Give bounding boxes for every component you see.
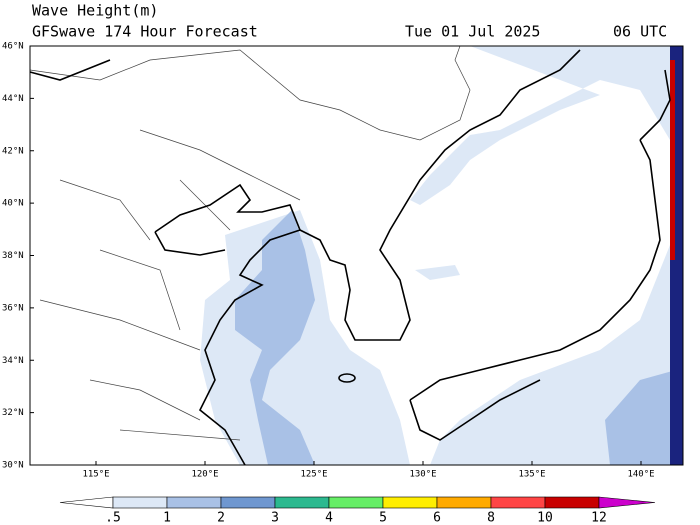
lat-label: 34°N (2, 356, 24, 366)
lon-label: 130°E (409, 470, 436, 480)
wave-zone (410, 46, 676, 205)
coastline (409, 69, 671, 441)
date: Tue 01 Jul 2025 (405, 23, 540, 41)
colorbar-label: 10 (537, 511, 553, 525)
map: 30°N 32°N 34°N 36°N 38°N 40°N 42°N 44°N 46°N 115°… (2, 42, 684, 480)
coastline (154, 231, 226, 256)
lon-label: 125°E (300, 470, 327, 480)
colorbar-label: 4 (325, 511, 333, 525)
colorbar-label: 2 (217, 511, 225, 525)
colorbar-segment (112, 496, 168, 509)
colorbar-label: 1 (163, 511, 171, 525)
lon-label: 120°E (191, 470, 218, 480)
colorbar-segment (544, 496, 600, 509)
lat-label: 36°N (2, 303, 24, 313)
colorbar-segment (328, 496, 384, 509)
colorbar-segment (220, 496, 276, 509)
lat-label: 44°N (2, 94, 24, 104)
wave-zone (605, 370, 676, 465)
colorbar-label: 5 (379, 511, 387, 525)
wave-zone (235, 210, 315, 465)
colorbar-label: .5 (105, 511, 121, 525)
lat-label: 32°N (2, 408, 24, 418)
lon-label: 140°E (627, 470, 654, 480)
wave-zone (200, 210, 410, 465)
colorbar: .5 1 2 3 4 5 6 8 10 12 (59, 496, 656, 525)
colorbar-label: 12 (591, 511, 607, 525)
province-border (29, 45, 471, 441)
colorbar-segment (436, 496, 492, 509)
lat-label: 42°N (2, 146, 24, 156)
colorbar-segment (490, 496, 546, 509)
colorbar-arrow (598, 496, 656, 509)
lat-label: 46°N (2, 42, 24, 52)
lat-label: 30°N (2, 461, 24, 471)
lon-label: 135°E (518, 470, 545, 480)
island (338, 373, 356, 383)
edge-band (670, 60, 675, 260)
colorbar-label: 3 (271, 511, 279, 525)
lon-label: 115°E (82, 470, 109, 480)
colorbar-segment (382, 496, 438, 509)
title: Wave Height(m) (32, 2, 158, 20)
coastline (29, 49, 581, 466)
colorbar-label: 6 (433, 511, 441, 525)
colorbar-segment (274, 496, 330, 509)
subtitle: GFSwave 174 Hour Forecast (32, 23, 258, 41)
colorbar-arrow (59, 496, 114, 509)
wave-zone (415, 265, 460, 280)
lat-label: 40°N (2, 199, 24, 209)
colorbar-label: 8 (487, 511, 495, 525)
lat-label: 38°N (2, 251, 24, 261)
colorbar-segment (166, 496, 222, 509)
time: 06 UTC (613, 23, 667, 41)
